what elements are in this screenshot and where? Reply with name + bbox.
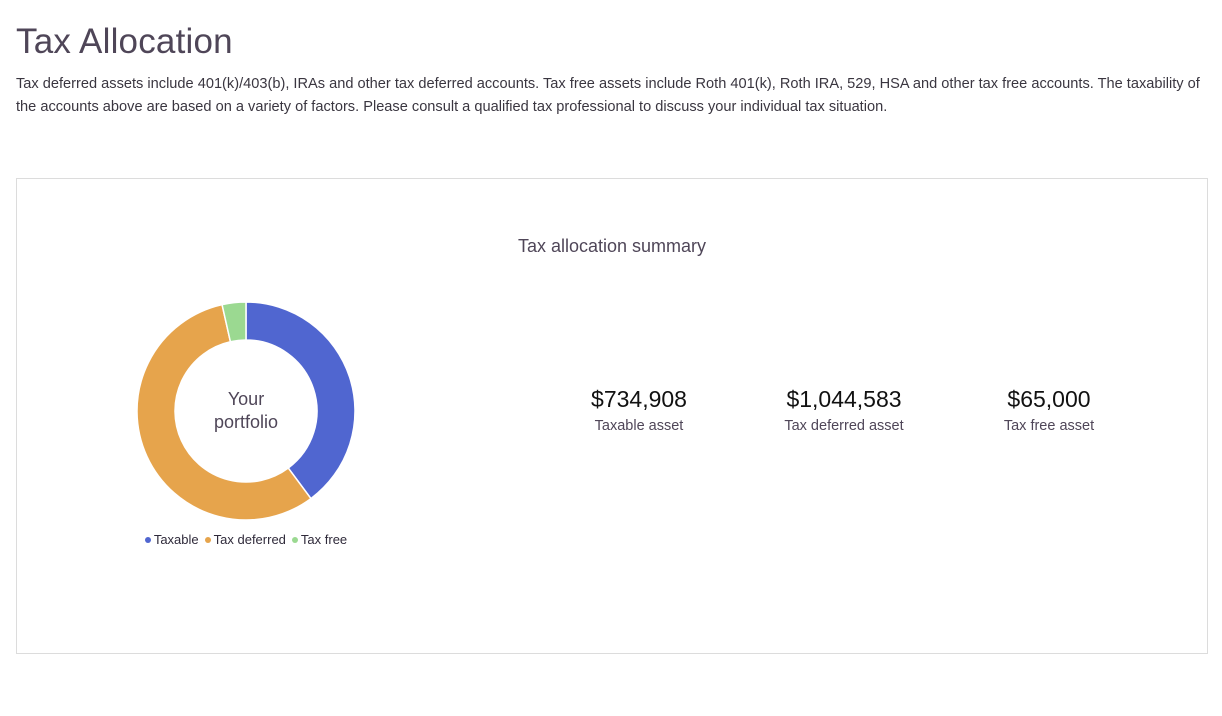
- stat-tax-free-value: $65,000: [1007, 386, 1091, 412]
- donut-slice-taxable[interactable]: [245, 301, 356, 500]
- legend-label-tax-deferred: Tax deferred: [213, 532, 286, 547]
- card-title: Tax allocation summary: [517, 236, 707, 256]
- legend-dot-tax-deferred: [204, 536, 211, 543]
- stat-taxable-label: Taxable asset: [594, 418, 684, 434]
- legend-item-taxable[interactable]: Taxable: [144, 532, 199, 547]
- page-title: Tax Allocation: [16, 22, 233, 61]
- stat-taxable: $734,908 Taxable asset: [539, 384, 739, 434]
- stat-tax-deferred: $1,044,583 Tax deferred asset: [744, 384, 944, 434]
- donut-svg: [136, 301, 356, 521]
- legend-label-taxable: Taxable: [153, 532, 199, 547]
- legend-item-tax-free[interactable]: Tax free: [291, 532, 348, 547]
- stat-tax-free-label: Tax free asset: [1003, 418, 1095, 434]
- legend-label-tax-free: Tax free: [300, 532, 348, 547]
- stat-tax-free: $65,000 Tax free asset: [949, 384, 1149, 434]
- legend-item-tax-deferred[interactable]: Tax deferred: [204, 532, 286, 547]
- stat-tax-deferred-label: Tax deferred asset: [784, 418, 904, 434]
- page-description: Tax deferred assets include 401(k)/403(b…: [16, 76, 1200, 115]
- donut-slice-tax-free[interactable]: [221, 301, 247, 343]
- donut-slice-tax-deferred[interactable]: [136, 303, 312, 521]
- legend-dot-tax-free: [291, 536, 298, 543]
- stat-taxable-value: $734,908: [591, 386, 687, 412]
- portfolio-donut-chart: Your portfolio: [136, 301, 356, 521]
- tax-allocation-card: Tax allocation summary Your portfolio Ta…: [16, 178, 1208, 654]
- stat-tax-deferred-value: $1,044,583: [786, 386, 902, 412]
- chart-legend: Taxable Tax deferred Tax free: [136, 532, 356, 547]
- legend-dot-taxable: [144, 536, 151, 543]
